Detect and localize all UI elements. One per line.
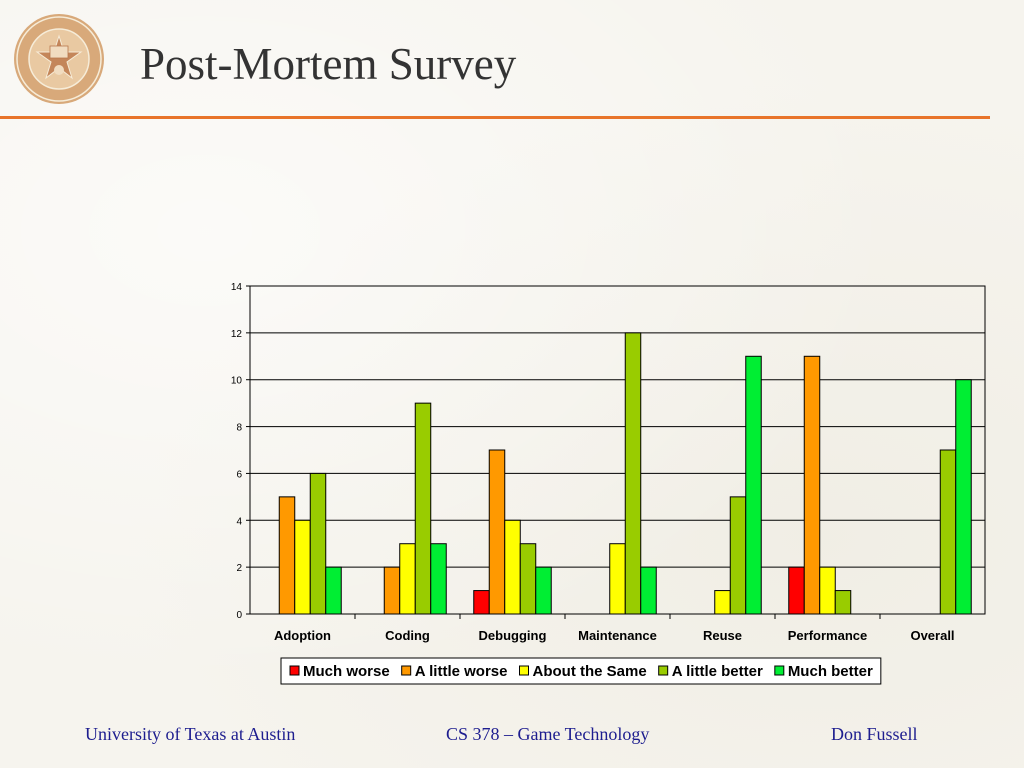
x-tick-label-debugging: Debugging: [479, 628, 547, 643]
bar-coding-a-little-better: [414, 402, 432, 615]
x-tick-label-reuse: Reuse: [703, 628, 742, 643]
bar-adoption-a-little-better: [309, 472, 327, 615]
y-tick-label: 4: [236, 516, 242, 527]
bar-reuse-much-better: [745, 355, 762, 615]
y-tick-label: 0: [236, 610, 242, 621]
x-tick-label-coding: Coding: [385, 628, 430, 643]
bar-maintenance-a-little-better: [624, 332, 642, 615]
bar-coding-about-the-same: [399, 543, 416, 615]
footer-course: CS 378 – Game Technology: [446, 724, 650, 744]
bar-reuse-a-little-better: [729, 496, 747, 615]
bar-debugging-a-little-worse: [488, 449, 506, 615]
legend-swatch-much-better: [774, 665, 785, 676]
footer-university: University of Texas at Austin: [85, 724, 296, 744]
university-seal-logo: [14, 14, 104, 104]
legend-swatch-much-worse: [289, 665, 300, 676]
footer-author: Don Fussell: [831, 724, 918, 744]
x-tick-label-overall: Overall: [910, 628, 954, 643]
bar-coding-much-better: [430, 543, 447, 615]
title-divider: [0, 116, 990, 119]
bar-performance-a-little-better: [834, 590, 852, 615]
y-tick-label: 14: [231, 282, 243, 293]
bar-performance-about-the-same: [819, 566, 836, 615]
bar-performance-much-worse: [788, 566, 805, 615]
bar-adoption-much-better: [325, 566, 342, 615]
legend-label-a-little-worse: A little worse: [415, 663, 508, 680]
bar-overall-a-little-better: [939, 449, 957, 615]
legend-label-much-better: Much better: [788, 663, 873, 680]
legend-swatch-about-the-same: [519, 665, 529, 676]
y-tick-label: 12: [231, 329, 243, 340]
bar-debugging-a-little-better: [519, 543, 537, 615]
legend-label-about-the-same: About the Same: [533, 663, 647, 680]
legend-label-much-worse: Much worse: [303, 663, 390, 680]
bar-debugging-much-better: [535, 566, 552, 615]
bar-maintenance-about-the-same: [609, 543, 626, 615]
bar-coding-a-little-worse: [383, 566, 401, 615]
slide-title: Post-Mortem Survey: [140, 39, 517, 89]
survey-bar-chart: 0 2 4 6 8 10 12 14 Adoption Coding Debugging Mainte…: [231, 282, 986, 685]
y-tick-label: 10: [231, 376, 243, 387]
bar-performance-a-little-worse: [803, 355, 821, 615]
bar-debugging-much-worse: [473, 590, 490, 615]
bar-debugging-about-the-same: [504, 519, 521, 615]
x-tick-label-adoption: Adoption: [274, 628, 331, 643]
legend-swatch-a-little-worse: [401, 665, 412, 676]
x-tick-label-performance: Performance: [788, 628, 867, 643]
bar-adoption-about-the-same: [294, 519, 311, 615]
bar-reuse-about-the-same: [714, 590, 731, 615]
bar-maintenance-much-better: [640, 566, 657, 615]
bar-adoption-a-little-worse: [278, 496, 296, 615]
x-tick-label-maintenance: Maintenance: [578, 628, 657, 643]
legend-swatch-a-little-better: [658, 665, 669, 676]
legend-label-a-little-better: A little better: [672, 663, 763, 680]
y-tick-label: 6: [236, 469, 242, 480]
bar-overall-much-better: [955, 379, 972, 615]
y-tick-label: 8: [236, 423, 242, 434]
y-tick-label: 2: [236, 563, 242, 574]
